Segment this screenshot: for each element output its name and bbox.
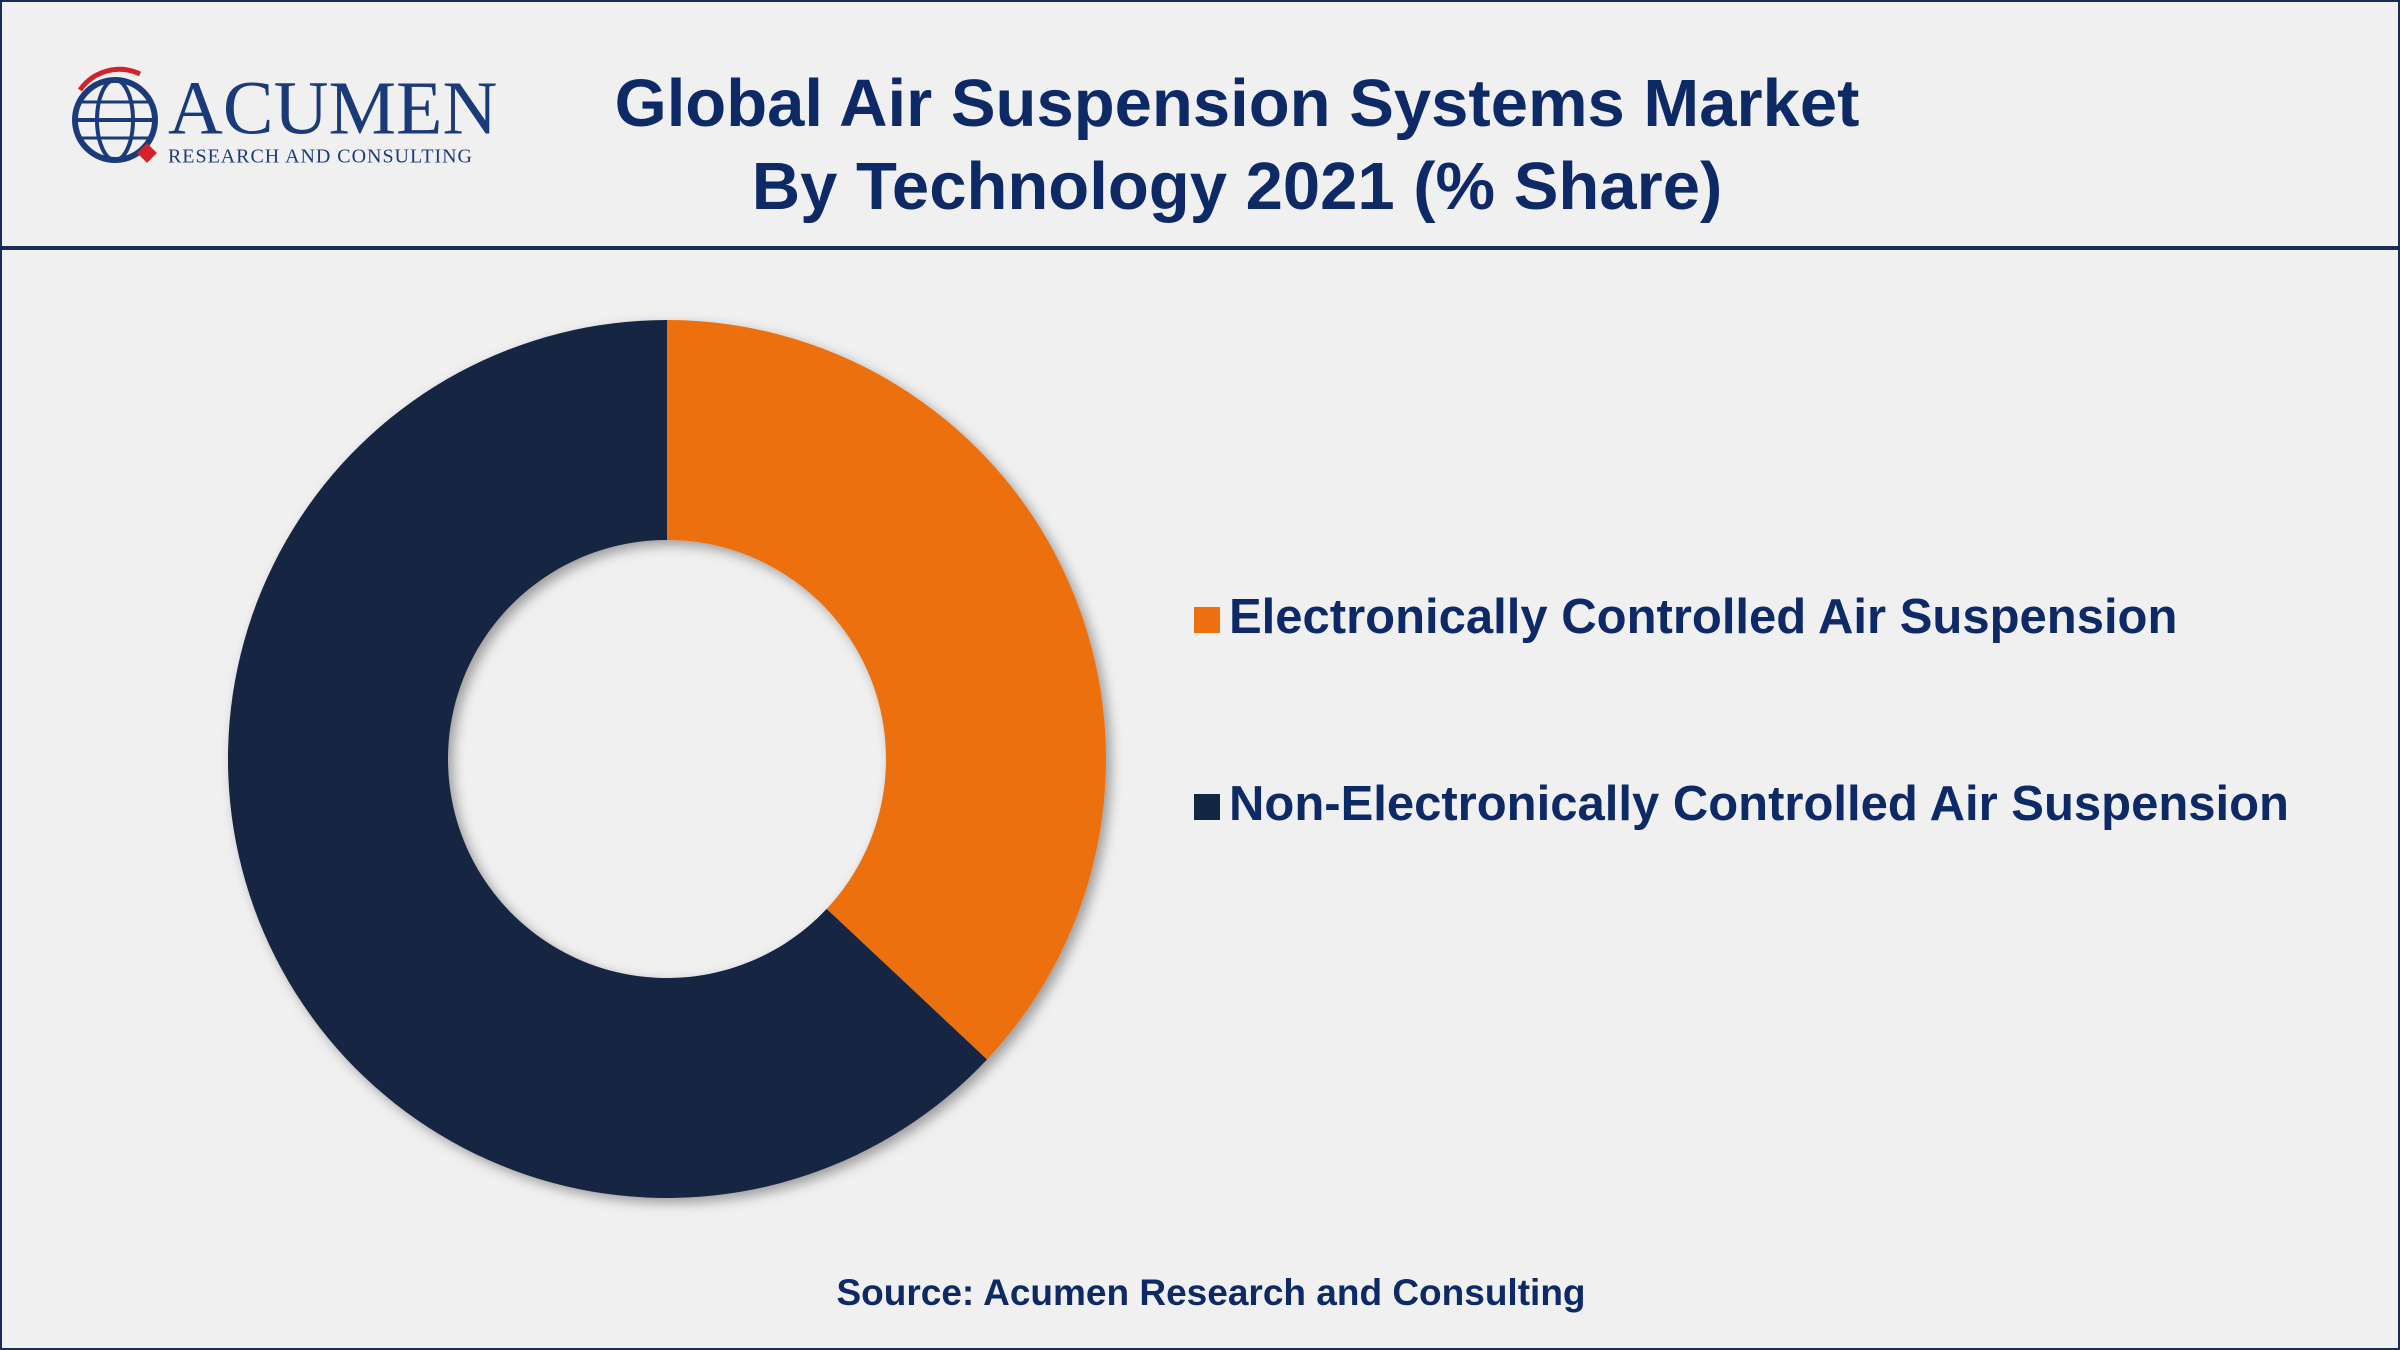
logo: ACUMEN RESEARCH AND CONSULTING: [72, 66, 497, 168]
donut: [228, 320, 1106, 1198]
logo-name: ACUMEN: [168, 66, 497, 150]
legend-swatch: [1194, 607, 1220, 633]
legend-swatch: [1194, 794, 1220, 820]
logo-tagline: RESEARCH AND CONSULTING: [168, 146, 472, 168]
chart-title: Global Air Suspension Systems Market By …: [614, 66, 1860, 224]
legend-label: Electronically Controlled Air Suspension: [1229, 590, 2177, 644]
legend-label: Non-Electronically Controlled Air Suspen…: [1229, 777, 2289, 831]
donut-slice: [228, 320, 988, 1198]
donut-slice: [667, 320, 1106, 1060]
source: Source: Acumen Research and Consulting: [836, 1272, 1585, 1313]
